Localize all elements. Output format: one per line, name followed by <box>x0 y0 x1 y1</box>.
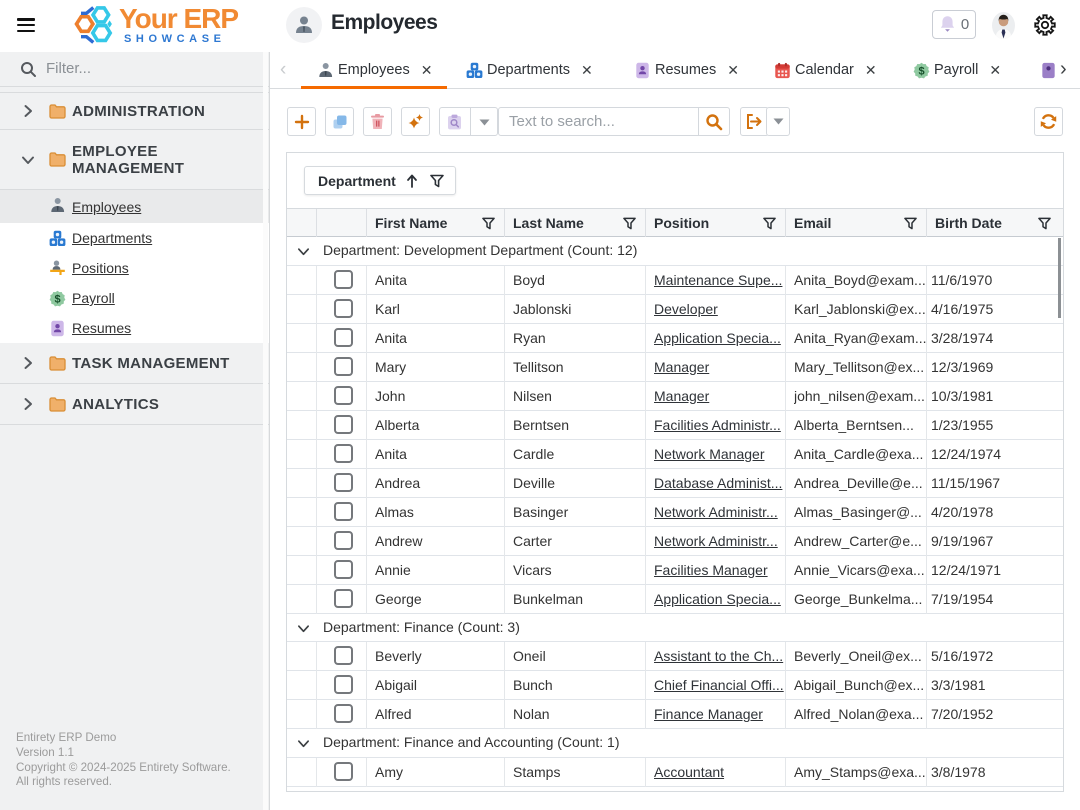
svg-text:$: $ <box>54 293 60 305</box>
svg-text:$: $ <box>918 65 924 77</box>
